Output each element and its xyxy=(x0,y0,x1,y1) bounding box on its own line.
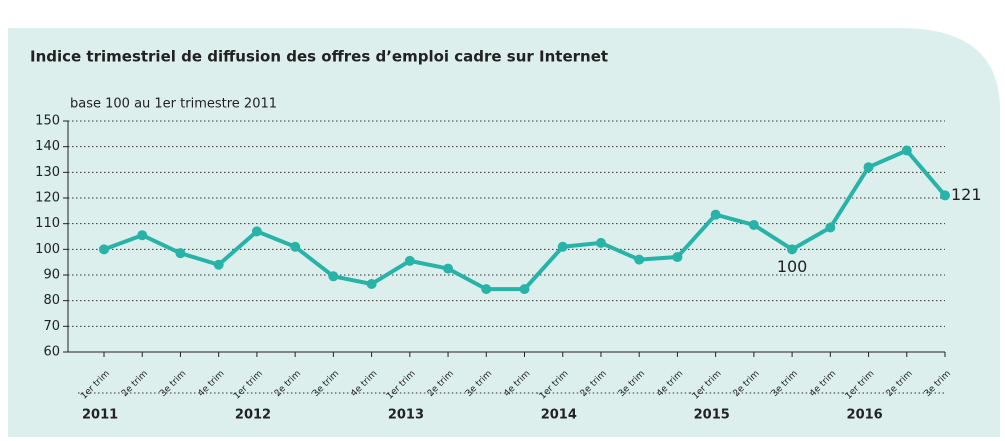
point xyxy=(290,241,301,252)
subtitle: base 100 au 1er trimestre 2011 xyxy=(70,97,277,112)
point xyxy=(328,271,339,282)
point xyxy=(863,162,874,173)
point xyxy=(175,248,186,259)
point xyxy=(404,255,415,266)
point xyxy=(748,219,759,230)
y-tick-label: 120 xyxy=(35,191,60,206)
year-label: 2014 xyxy=(541,408,577,423)
point xyxy=(251,226,262,237)
year-label: 2011 xyxy=(82,408,118,423)
background xyxy=(8,28,1000,437)
point xyxy=(99,244,109,255)
point xyxy=(825,222,836,233)
point xyxy=(901,145,912,156)
year-label: 2015 xyxy=(694,408,730,423)
point xyxy=(595,237,606,248)
point xyxy=(710,209,721,220)
y-tick-label: 150 xyxy=(35,114,60,129)
y-tick-label: 70 xyxy=(43,319,60,334)
chart-title: Indice trimestriel de diffusion des offr… xyxy=(30,48,608,66)
y-tick-label: 110 xyxy=(35,216,60,231)
y-tick-label: 60 xyxy=(43,345,60,360)
year-label: 2013 xyxy=(388,408,424,423)
point xyxy=(519,284,530,295)
y-tick-label: 130 xyxy=(35,165,60,180)
point xyxy=(557,241,568,252)
point xyxy=(443,263,454,274)
data-label: 100 xyxy=(777,257,808,276)
point xyxy=(787,244,798,255)
data-label: 121 xyxy=(951,185,982,204)
point xyxy=(366,278,377,289)
y-tick-label: 140 xyxy=(35,139,60,154)
y-tick-label: 80 xyxy=(43,293,60,308)
point xyxy=(672,252,683,263)
point xyxy=(940,190,950,201)
point xyxy=(213,259,224,270)
point xyxy=(634,254,645,265)
year-label: 2012 xyxy=(235,408,271,423)
point xyxy=(481,284,492,295)
point xyxy=(137,230,148,241)
year-label: 2016 xyxy=(847,408,883,423)
y-tick-label: 90 xyxy=(43,268,60,283)
y-tick-label: 100 xyxy=(35,242,60,257)
